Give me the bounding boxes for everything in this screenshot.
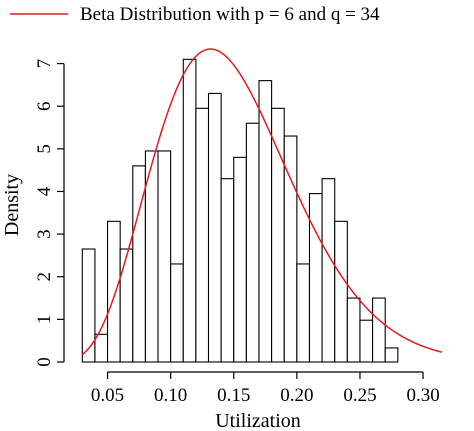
- y-tick-label: 0: [34, 357, 55, 367]
- x-tick-label: 0.05: [91, 385, 124, 406]
- x-tick-label: 0.20: [280, 385, 313, 406]
- histogram-bar: [195, 107, 210, 363]
- histogram-bar: [271, 107, 285, 363]
- histogram-bar: [157, 150, 172, 363]
- histogram-bar: [308, 193, 323, 363]
- histogram-bar: [334, 220, 348, 363]
- histogram-bar: [283, 135, 298, 363]
- histogram-bar: [182, 58, 197, 363]
- histogram-bar: [81, 248, 96, 363]
- x-tick-label: 0.25: [343, 385, 376, 406]
- histogram-bars: [81, 58, 399, 363]
- x-tick-label: 0.30: [406, 385, 439, 406]
- histogram-bar: [119, 248, 134, 363]
- legend-label-beta: Beta Distribution with p = 6 and q = 34: [80, 4, 380, 25]
- beta-density-curve: [81, 48, 443, 356]
- histogram-bar: [321, 178, 336, 363]
- y-tick-label: 7: [34, 59, 55, 69]
- histogram-bar: [372, 297, 386, 363]
- histogram-bar: [107, 220, 121, 363]
- y-tick-label: 1: [34, 315, 55, 325]
- y-tick-label: 6: [34, 101, 55, 111]
- histogram-bar: [384, 347, 399, 363]
- y-tick-label: 3: [34, 229, 55, 239]
- histogram-bar: [245, 122, 260, 363]
- legend: Beta Distribution with p = 6 and q = 34: [10, 4, 380, 25]
- histogram-bar: [359, 319, 374, 363]
- histogram-bar: [346, 297, 361, 363]
- histogram-bar: [296, 263, 311, 363]
- histogram-bar: [170, 263, 184, 363]
- histogram-bar: [233, 156, 247, 363]
- x-tick-label: 0.15: [217, 385, 250, 406]
- histogram-bar: [207, 92, 222, 363]
- y-axis-ticks: 0 1 2 3 4 5 6 7: [34, 59, 64, 367]
- axes: 0.05 0.10 0.15 0.20 0.25 0.30 0 1 2 3 4 5 6 7: [34, 59, 440, 406]
- x-tick-label: 0.10: [154, 385, 187, 406]
- x-axis-title: Utilization: [215, 410, 301, 431]
- y-tick-label: 2: [34, 272, 55, 282]
- x-axis-ticks: 0.05 0.10 0.15 0.20 0.25 0.30: [91, 372, 440, 406]
- y-axis-title: Density: [1, 174, 23, 236]
- y-tick-label: 5: [34, 144, 55, 154]
- histogram-bar: [94, 333, 109, 363]
- y-tick-label: 4: [34, 186, 55, 196]
- histogram-bar: [220, 178, 235, 363]
